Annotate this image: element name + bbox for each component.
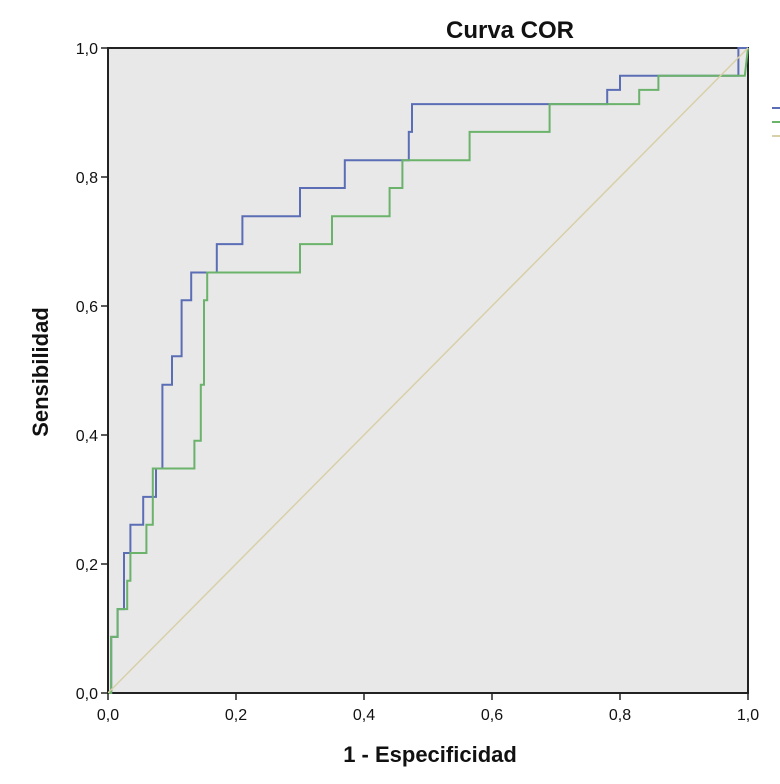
y-tick-label: 0,0 <box>76 686 98 703</box>
x-tick-label: 0,0 <box>97 707 119 724</box>
y-tick-label: 0,8 <box>76 170 98 187</box>
y-tick-label: 0,4 <box>76 428 98 445</box>
series-layer <box>107 47 749 694</box>
series-line-series-blue <box>108 47 748 694</box>
y-tick-label: 1,0 <box>76 41 98 58</box>
y-axis-label: Sensibilidad <box>28 307 53 437</box>
x-tick-label: 0,8 <box>609 707 631 724</box>
x-tick-label: 0,4 <box>353 707 375 724</box>
series-line-reference-line <box>107 47 749 694</box>
y-tick-label: 0,2 <box>76 557 98 574</box>
series-line-series-green <box>108 47 749 694</box>
chart-title: Curva COR <box>446 17 574 44</box>
ticks-layer: 0,0 0,2 0,4 0,6 0,8 1,0 0,0 0,2 0,4 0,6 0,8 1,0 <box>76 41 759 724</box>
x-tick-label: 1,0 <box>737 707 759 724</box>
x-axis-label: 1 - Especificidad <box>343 742 517 767</box>
x-tick-label: 0,6 <box>481 707 503 724</box>
legend <box>772 107 780 137</box>
x-tick-label: 0,2 <box>225 707 247 724</box>
y-tick-label: 0,6 <box>76 299 98 316</box>
